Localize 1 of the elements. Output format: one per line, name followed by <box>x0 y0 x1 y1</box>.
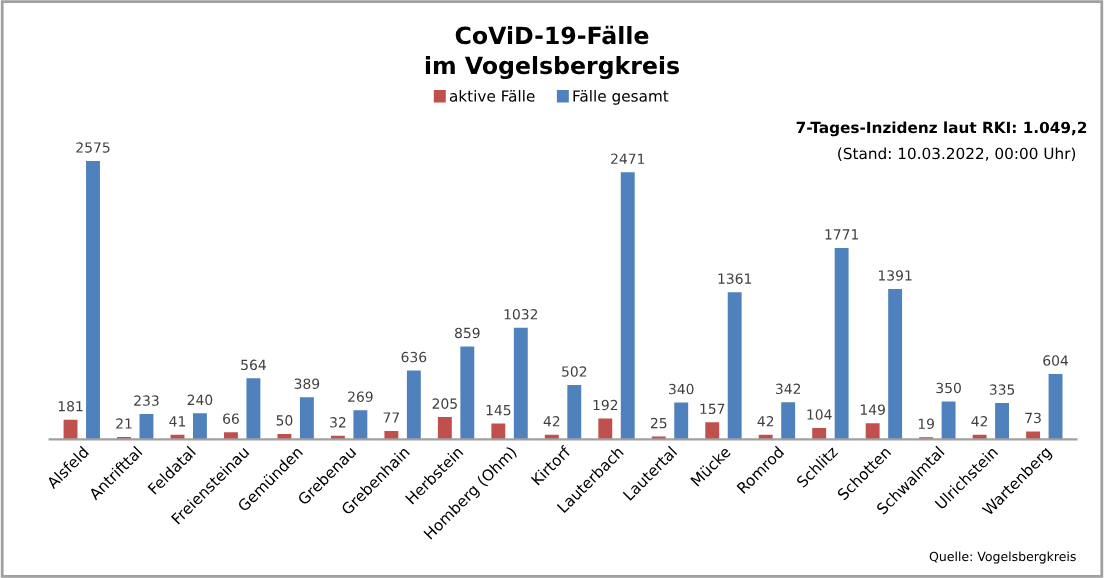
chart-title: CoViD-19-Fälle im Vogelsbergkreis <box>425 25 679 80</box>
